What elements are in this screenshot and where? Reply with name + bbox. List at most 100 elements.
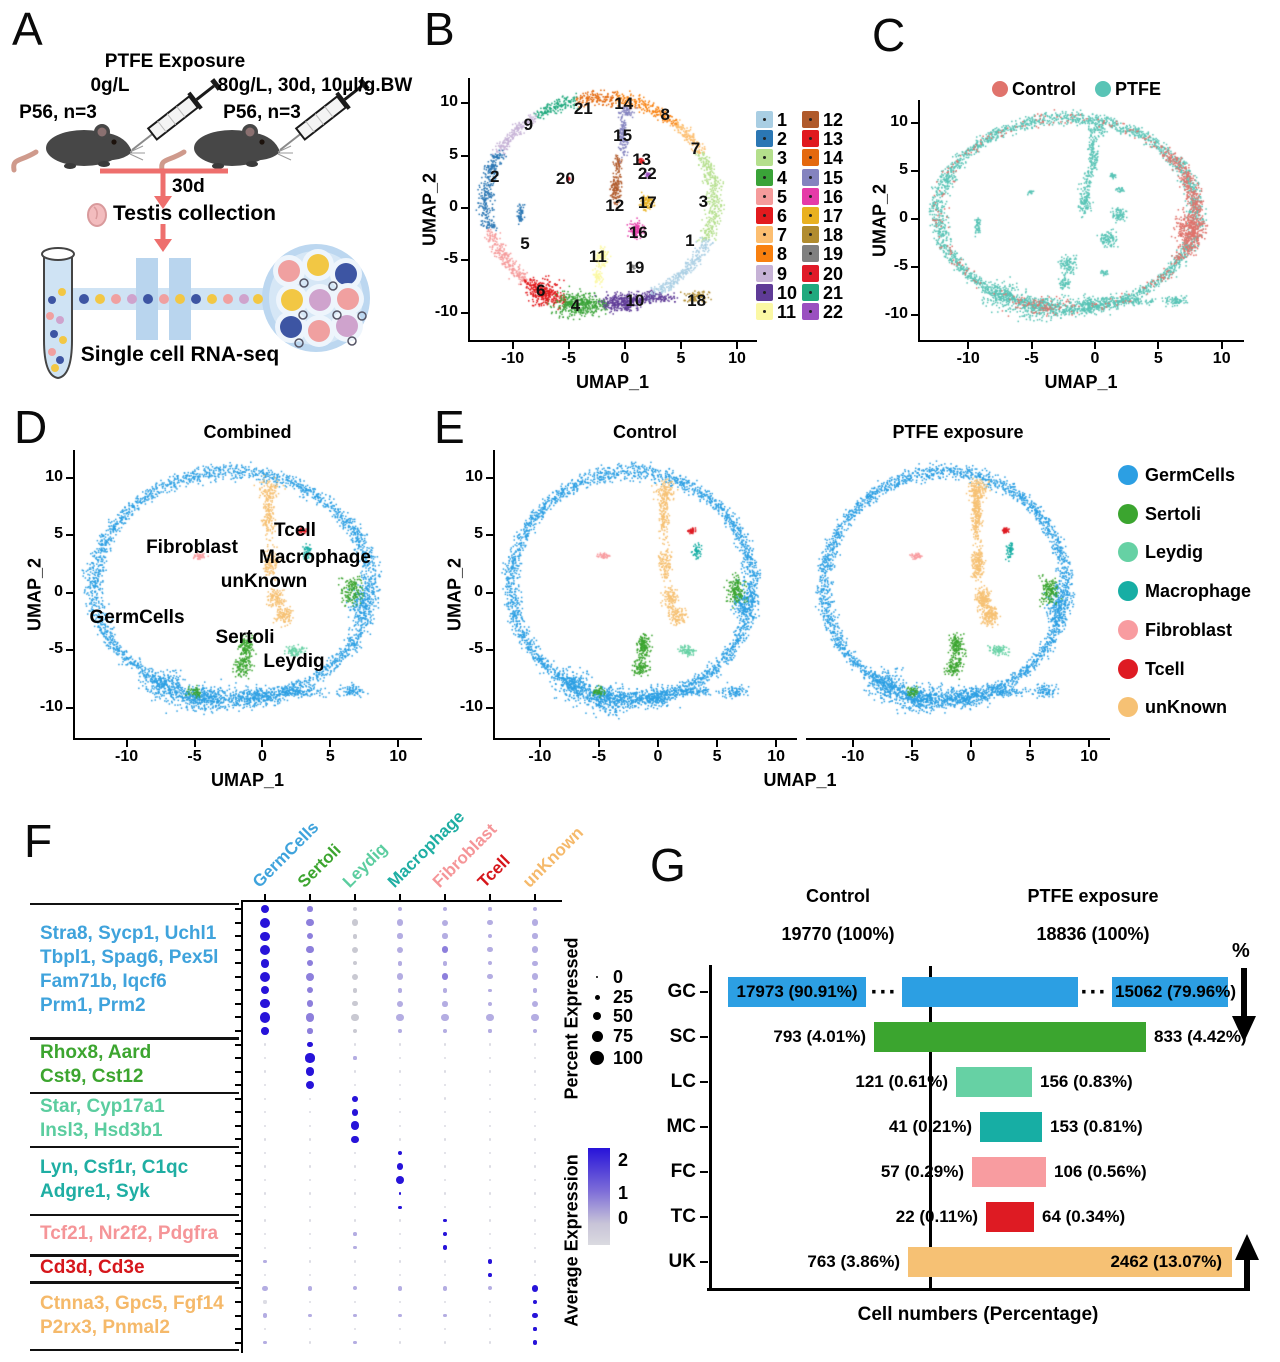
dotplot-dot [487,974,493,980]
celltype-legend-label: Sertoli [1145,503,1202,524]
dotplot-dot [353,1056,357,1060]
dotplot-dot [308,1219,312,1222]
syringe-right-icon [279,78,370,151]
dotplot-dot [443,1178,447,1182]
dotplot-row-tick [235,948,241,951]
x-tick-label: -5 [904,748,920,765]
dotplot-dot [398,1070,402,1073]
dotplot-dot [531,919,539,926]
dotplot-dot [533,1219,537,1222]
dotplot-dot [398,1219,402,1222]
g-bar [980,1112,1042,1142]
dotplot-row-tick [235,935,241,938]
x-axis-tick [623,342,626,349]
e-title-left: Control [613,422,677,442]
dotplot-dot [398,1341,402,1344]
dotplot-dot [308,1341,312,1344]
timeline-arrow [100,168,228,252]
dotplot-dot [533,1273,537,1277]
dotplot-dot [352,961,358,966]
dotplot-dot [397,1001,403,1007]
dotplot-dot [260,986,270,995]
x-axis-title: UMAP_1 [575,372,650,392]
dotplot-col-tick [264,894,266,900]
y-axis-tick [911,170,918,173]
celltype-legend-label: unKnown [1145,697,1227,718]
dotplot-col-tick [309,894,311,900]
gene-group-line-bottom [30,1349,239,1352]
x-axis-line [806,738,1110,740]
dotplot-row-tick [235,1057,241,1060]
dotplot-dot [263,1138,267,1141]
dotplot-dot [487,1286,493,1291]
g-header-control: Control [806,886,870,906]
dotplot-row-tick [235,1111,241,1114]
dotplot-dot [352,1286,358,1291]
dotplot-dot [443,1341,447,1344]
gene-group-line-top [30,1092,239,1095]
cluster-number-label: 1 [685,231,695,251]
dotplot-dot [533,1205,537,1209]
y-axis-tick [911,218,918,221]
dotplot-dot [533,1232,537,1236]
x-tick-label: -10 [841,748,865,765]
dotplot-dot [532,1028,538,1034]
panel-g-letter: G [650,839,686,891]
cluster-number-label: 6 [535,280,546,300]
test-tube-icon [43,254,73,380]
dotplot-dot [533,1056,537,1060]
gene-group-line-top [30,1254,239,1257]
x-axis-title: UMAP_1 [1044,372,1118,392]
dotplot-dot [306,918,314,927]
cluster-number-label: 14 [614,94,634,114]
dotplot-dot [398,1273,402,1277]
g-bar-left-value: 121 (0.61%) [855,1072,948,1091]
dotplot-dot [533,1124,537,1128]
x-tick-label: 0 [257,748,267,765]
cluster-number-label: 8 [660,104,670,124]
dotplot-dot [533,1165,537,1168]
gene-group-label: Lyn, Csf1r, C1qc [40,1157,189,1178]
dotplot-dot [306,945,314,954]
mouse-left-drawing [11,124,145,173]
dotplot-col-tick [489,894,491,900]
y-axis-tick [461,206,468,209]
dotplot-dot [308,1246,312,1249]
y-tick-label: -10 [884,305,908,323]
gene-group-label: Adgre1, Syk [40,1181,150,1202]
experiment-illustration [11,78,370,380]
y-tick-label: 10 [45,467,63,485]
dotplot-dot [443,1151,447,1155]
g-row-tick [700,991,708,993]
g-row-tick [700,1126,708,1128]
celltype-legend-dot-icon [1118,619,1138,640]
celltype-legend-label: GermCells [1145,465,1236,485]
y-axis-tick [486,476,493,479]
seq-label: Single cell RNA-seq [80,343,280,366]
cluster-legend-label: 4 [777,167,788,188]
g-bar-left-value: 57 (0.29%) [880,1162,964,1181]
y-tick-label: -10 [39,698,63,716]
x-tick-label: -10 [115,748,139,765]
celltype-annotation: Fibroblast [146,537,238,558]
gene-group-line-top [30,902,239,905]
dotplot-dot [443,1192,447,1195]
dotplot-dot [260,958,270,968]
cluster-legend-label: 12 [823,110,844,130]
umap-canvas-b [470,78,755,340]
g-bar [986,1202,1034,1232]
gene-group-line-top [30,1214,239,1217]
dotplot-dot [351,1135,359,1144]
mouse-left-label: P56, n=3 [19,102,97,123]
dotplot-top-line [243,900,562,902]
y-axis-tick [66,591,73,594]
dotplot-dot [397,1150,403,1155]
dotplot-dot [532,987,538,993]
panel-c-letter: C [872,9,906,61]
dotplot-dot [308,1138,312,1141]
g-bar-segment [728,977,866,1007]
duration-label: 30d [172,176,205,197]
y-axis-tick [66,476,73,479]
cluster-legend-label: 2 [777,129,788,150]
dotplot-row-tick [235,1124,241,1127]
